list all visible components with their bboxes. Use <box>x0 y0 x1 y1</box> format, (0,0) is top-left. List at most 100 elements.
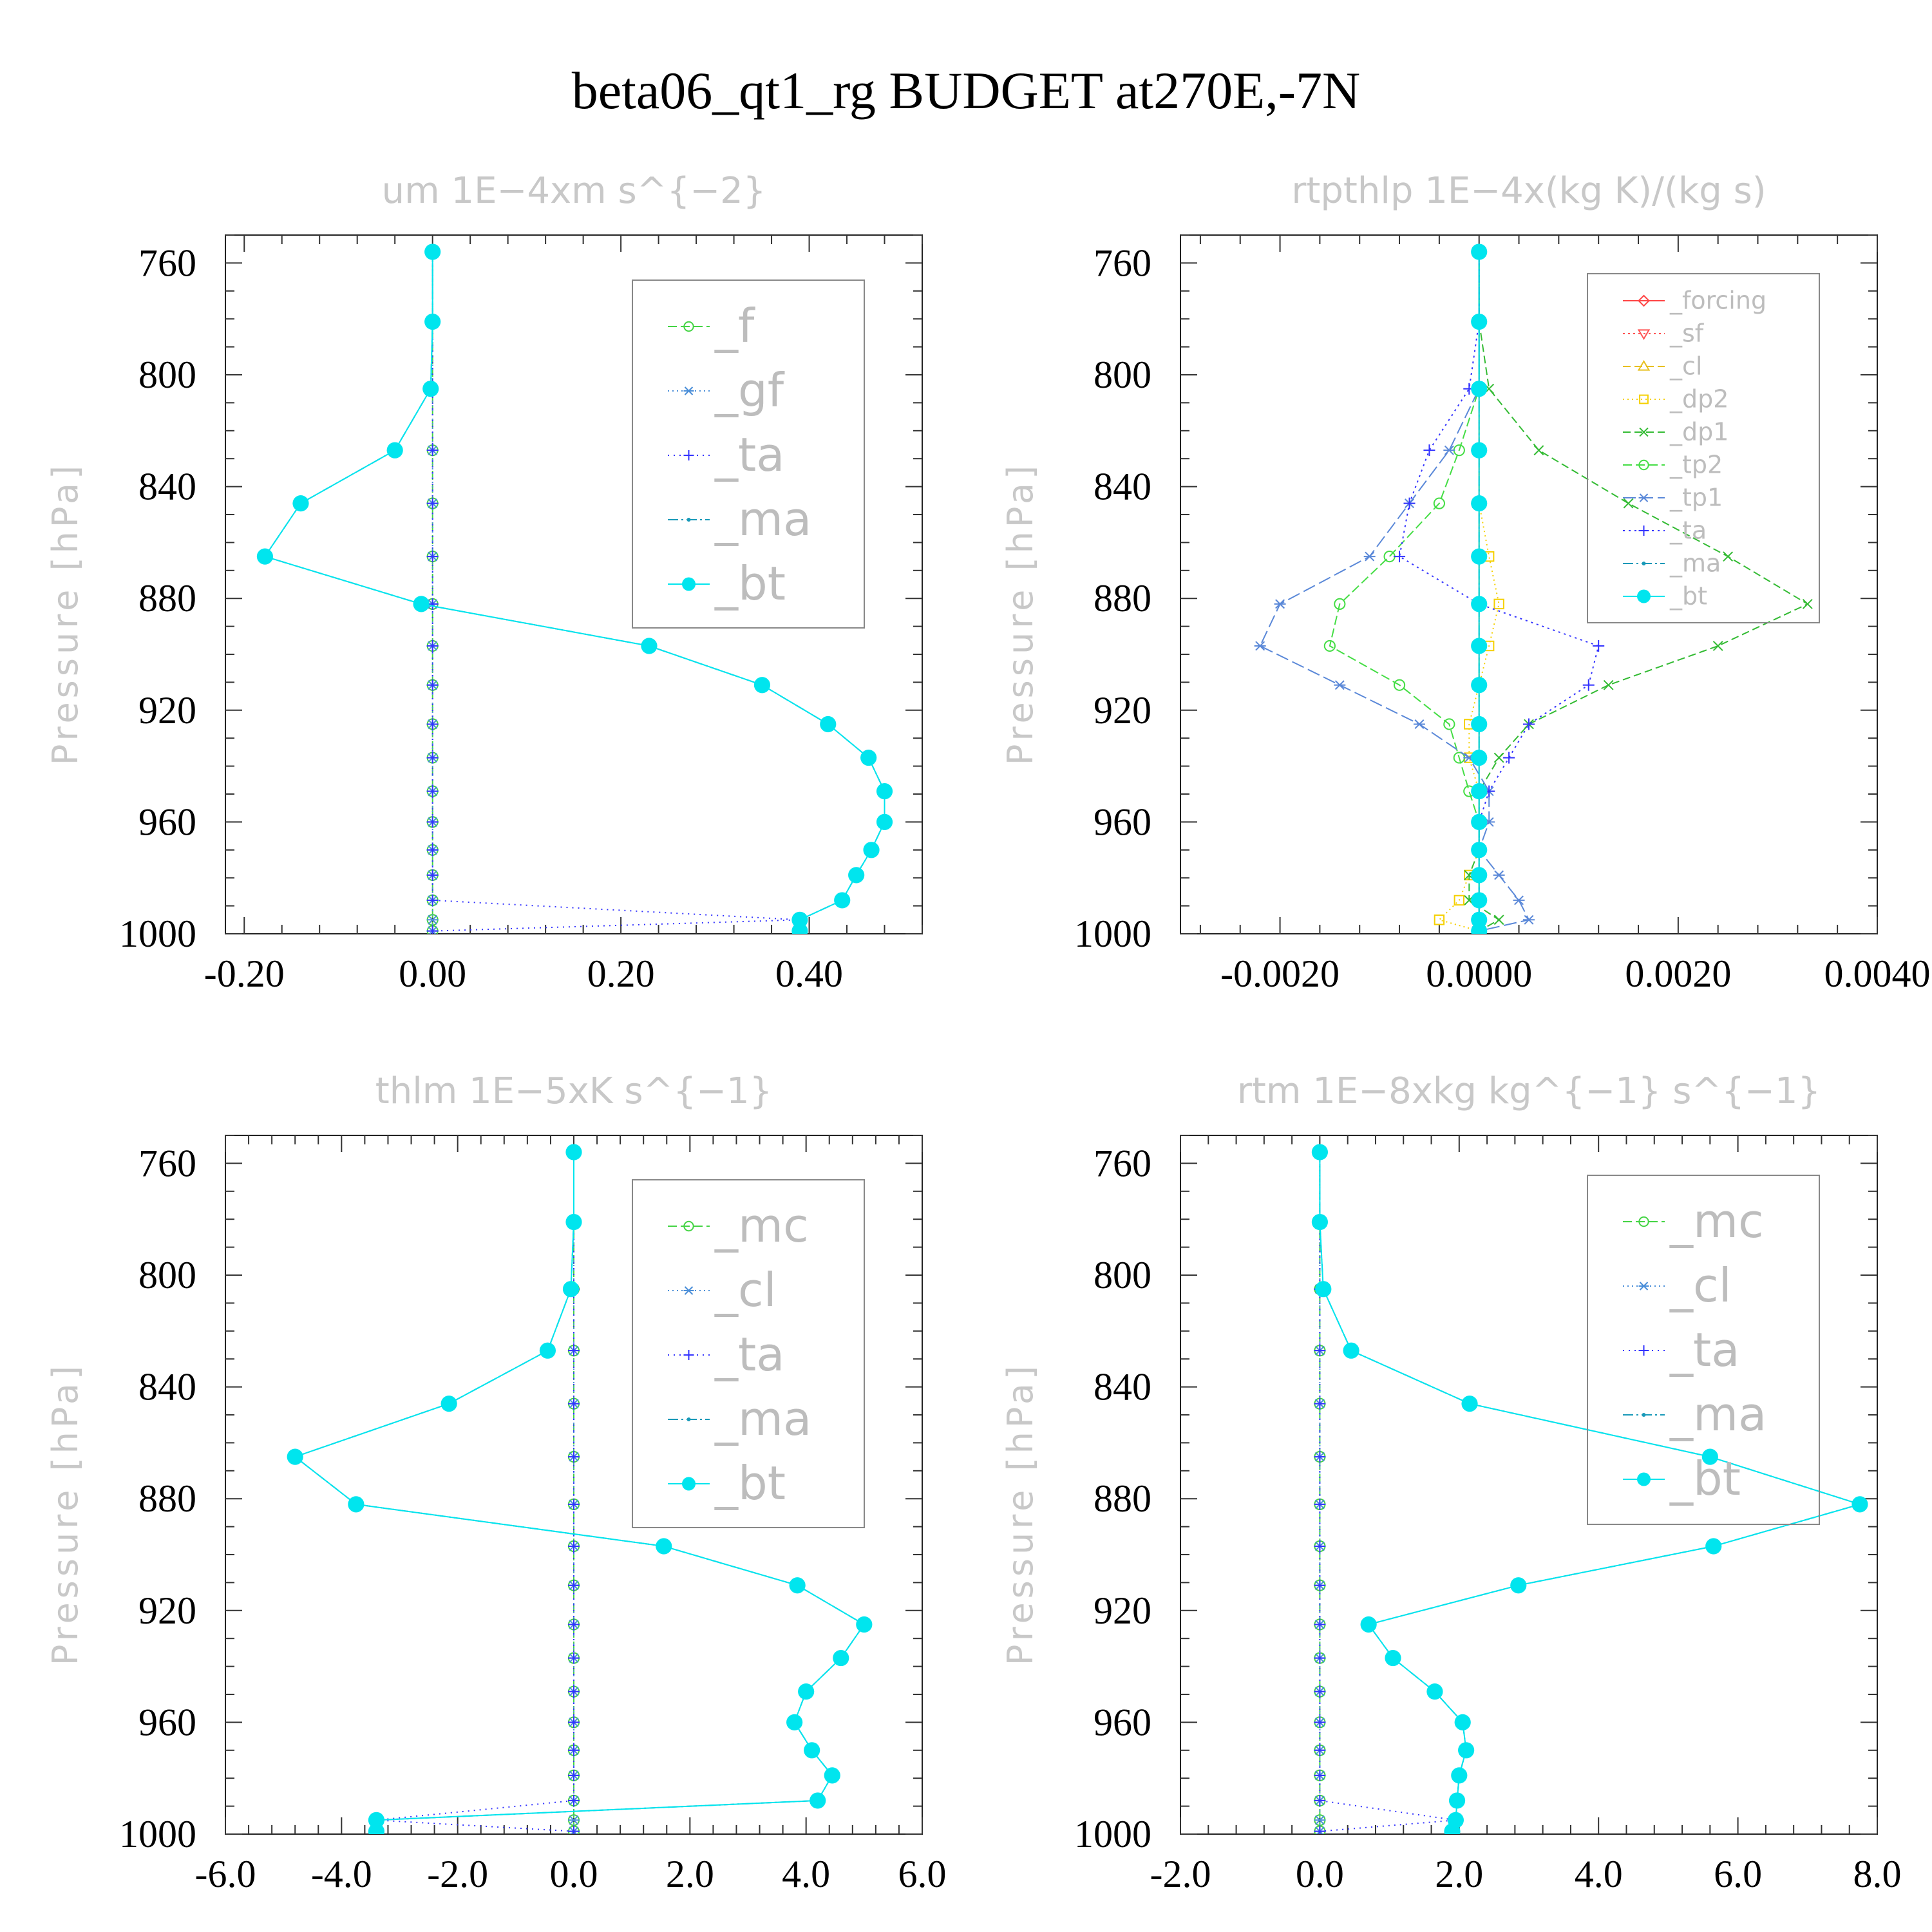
x-tick-label: 6.0 <box>898 1853 947 1895</box>
panel-4: rtm 1E−8xkg kg^{−1} s^{−1} Pressure [hPa]… <box>1000 1070 1902 1895</box>
series-line-tp1 <box>1259 252 1530 932</box>
legend-label-f: _f <box>714 299 755 353</box>
series-line-ta <box>431 252 800 932</box>
series-point-bt <box>1311 1144 1328 1160</box>
legend-label-ma: _ma <box>1669 549 1721 578</box>
series-point-ta <box>426 869 439 881</box>
panel-title: um 1E−4xm s^{−2} <box>382 170 766 212</box>
series-point-bt <box>1385 1649 1401 1667</box>
series-point-bt <box>791 911 808 928</box>
legend-marker-tp1 <box>1638 493 1649 502</box>
panel-title: rtpthlp 1E−4x(kg K)/(kg s) <box>1291 170 1766 212</box>
series-point-bt <box>789 1577 806 1594</box>
x-tick-label: 6.0 <box>1714 1853 1762 1895</box>
y-axis-label: Pressure [hPa] <box>45 1362 86 1665</box>
series-point-ta <box>1314 1540 1326 1552</box>
y-tick-label: 880 <box>138 1477 196 1520</box>
series-point-ta <box>1314 1716 1326 1728</box>
y-tick-label: 760 <box>138 242 196 284</box>
series-line-dp2 <box>1437 252 1500 932</box>
y-tick-label: 920 <box>138 689 196 732</box>
series-point-ta <box>1314 1397 1326 1410</box>
y-tick-label: 960 <box>1094 800 1151 843</box>
y-tick-label: 840 <box>138 466 196 508</box>
series-point-bt <box>1426 1683 1443 1700</box>
series-point-dp2 <box>1434 914 1445 925</box>
series-point-ta <box>1403 497 1416 509</box>
legend-marker-f <box>683 321 694 332</box>
series-point-bt <box>1471 313 1488 330</box>
legend-marker-gf <box>683 386 694 395</box>
series-point-ta <box>1314 1498 1326 1510</box>
series-point-ta <box>426 844 439 856</box>
series-point-ta <box>568 1618 580 1631</box>
series-point-tp1 <box>1523 914 1535 925</box>
series-point-bt <box>1471 783 1488 800</box>
series-point-bt <box>1705 1538 1722 1555</box>
series-point-ta <box>568 1769 580 1781</box>
legend-marker-mc <box>683 1220 694 1232</box>
series-point-ta <box>568 1825 580 1834</box>
series-point-bt <box>1471 495 1488 512</box>
series-point-dp1 <box>1723 551 1734 562</box>
series-point-bt <box>565 1213 582 1231</box>
series-point-bt <box>440 1396 457 1412</box>
series-point-bt <box>422 381 439 397</box>
series-point-bt <box>424 313 441 330</box>
y-tick-label: 760 <box>138 1142 196 1184</box>
series-line-bt <box>1319 1152 1862 1832</box>
series-point-tp2 <box>1443 718 1455 730</box>
legend-marker-ma <box>1642 562 1646 565</box>
series-point-ta <box>568 1540 580 1552</box>
series-point-bt <box>863 842 880 858</box>
series-point-bt <box>1471 842 1488 858</box>
legend-label-bt: _bt <box>714 556 786 611</box>
panel-3: thlm 1E−5xK s^{−1} Pressure [hPa] 760 800 84… <box>45 1070 947 1895</box>
y-tick-label: 800 <box>1094 1254 1151 1296</box>
series-point-bt <box>833 1649 849 1667</box>
x-tick-label: 2.0 <box>1435 1853 1483 1895</box>
series-point-ta <box>1503 752 1515 764</box>
x-tick-label: 0.20 <box>587 952 655 995</box>
y-tick-label: 840 <box>138 1366 196 1408</box>
x-tick-label: 0.0040 <box>1824 952 1931 995</box>
series-point-bt <box>1471 813 1488 830</box>
legend-label-ma: _ma <box>1669 1387 1766 1441</box>
legend-marker-bt <box>682 1477 696 1491</box>
series-point-bt <box>292 495 309 512</box>
legend-label-mc: _mc <box>714 1198 809 1253</box>
legend-marker-ta <box>1638 1345 1649 1356</box>
series-point-bt <box>287 1448 303 1465</box>
series-point-ta <box>1523 718 1535 730</box>
series-point-tp1 <box>1493 870 1505 880</box>
series-point-bt <box>1471 442 1488 459</box>
legend-marker-ta <box>683 1350 694 1360</box>
series-point-bt <box>1471 596 1488 612</box>
legend-box <box>632 1179 865 1528</box>
legend: _mc _cl _ta _ma _bt <box>632 1179 865 1528</box>
y-tick-label: 800 <box>1094 354 1151 396</box>
series-point-bt <box>1471 715 1488 733</box>
series-point-tp2 <box>1323 639 1336 652</box>
y-tick-label: 1000 <box>1074 913 1151 955</box>
series-point-ta <box>426 444 439 457</box>
panel-2: rtpthlp 1E−4x(kg K)/(kg s) Pressure [hPa]… <box>1000 170 1931 995</box>
series-point-bt <box>804 1742 820 1759</box>
series-point-ta <box>1314 1451 1326 1463</box>
series-point-ta <box>426 497 439 509</box>
plot-area <box>256 243 893 934</box>
legend-marker-ma <box>687 1417 691 1421</box>
series-point-ta <box>426 785 439 797</box>
series-point-bt <box>656 1538 672 1555</box>
series-line-ma <box>1319 1152 1862 1832</box>
series-point-ta <box>1314 1652 1326 1664</box>
x-tick-label: 0.0000 <box>1426 952 1532 995</box>
series-point-ta <box>426 718 439 730</box>
y-axis-label: Pressure [hPa] <box>45 462 86 765</box>
series-point-bt <box>1471 923 1488 934</box>
series-point-ta <box>568 1345 580 1357</box>
x-tick-label: 0.0020 <box>1625 952 1731 995</box>
series-point-bt <box>1471 381 1488 397</box>
series-point-tp1 <box>1513 895 1525 905</box>
series-line-tp2 <box>1329 252 1480 931</box>
